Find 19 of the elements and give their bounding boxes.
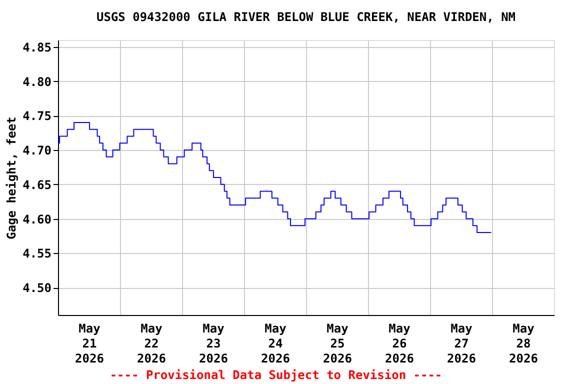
x-tick-label: May 23 2026 [199, 322, 228, 366]
x-tick-label: May 21 2026 [75, 322, 104, 366]
y-tick-label: 4.80 [22, 74, 52, 89]
y-tick-label: 4.55 [22, 246, 52, 261]
x-tick-label: May 28 2026 [509, 322, 538, 366]
x-tick-label: May 25 2026 [323, 322, 352, 366]
x-tick-label: May 24 2026 [261, 322, 290, 366]
y-tick-label: 4.50 [22, 281, 52, 295]
y-axis-title: Gage height, feet [4, 116, 19, 240]
chart-title: USGS 09432000 GILA RIVER BELOW BLUE CREEK, NEAR VIRDEN, NM [96, 10, 516, 24]
text: ---- Provisional Data Subject to Revision ---- [110, 368, 442, 382]
x-tick-label: May 27 2026 [447, 322, 476, 366]
y-tick-label: 4.85 [22, 40, 52, 54]
y-tick-label: 4.65 [22, 178, 52, 192]
y-tick-label: 4.60 [22, 212, 52, 226]
y-tick-label: 4.75 [22, 109, 52, 124]
x-tick-label: May 22 2026 [137, 322, 166, 366]
x-tick-label: May 26 2026 [385, 322, 414, 366]
y-tick-label: 4.70 [22, 144, 52, 158]
